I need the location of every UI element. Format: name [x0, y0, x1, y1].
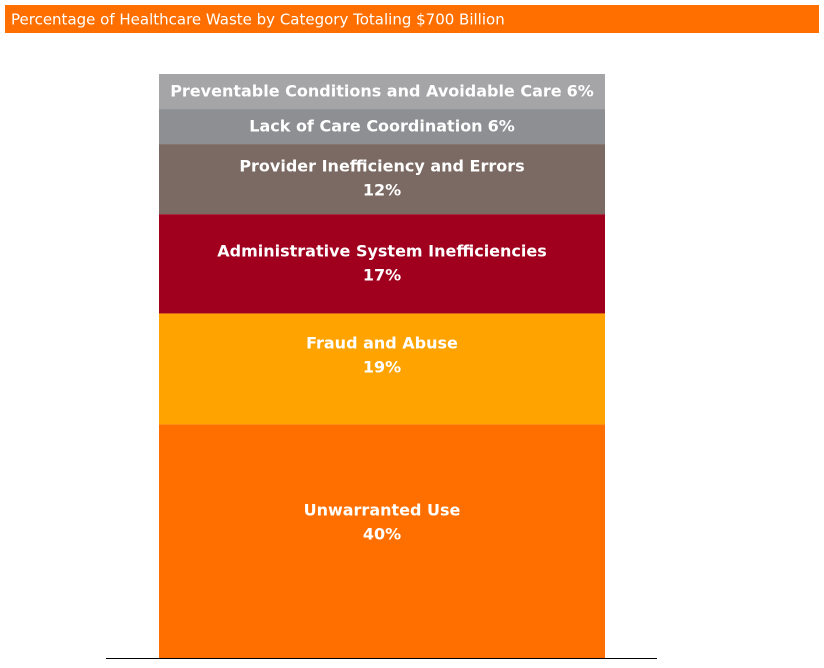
bar-segment — [159, 109, 605, 145]
title-bar — [5, 5, 819, 33]
bar-segment — [159, 214, 605, 314]
bar-segment — [159, 424, 605, 658]
segment-name: Administrative System Inefficiencies — [217, 241, 547, 260]
segment-label: Lack of Care Coordination 6% — [249, 116, 515, 135]
segment-value: 17% — [363, 265, 401, 284]
segment-value: 6% — [488, 116, 515, 135]
segment-name: Unwarranted Use — [304, 501, 461, 520]
segment-value: 19% — [363, 357, 401, 376]
segment-label: Preventable Conditions and Avoidable Car… — [170, 81, 594, 100]
bar-segment — [159, 144, 605, 215]
segment-name: Lack of Care Coordination — [249, 116, 482, 135]
segment-name: Preventable Conditions and Avoidable Car… — [170, 81, 562, 100]
segment-value: 40% — [363, 525, 401, 544]
segment-value: 6% — [567, 81, 594, 100]
bar-segment — [159, 74, 605, 110]
segment-value: 12% — [363, 181, 401, 200]
bar-segment — [159, 313, 605, 425]
segment-name: Provider Inefficiency and Errors — [239, 157, 524, 176]
segment-name: Fraud and Abuse — [306, 333, 458, 352]
chart-title: Percentage of Healthcare Waste by Catego… — [11, 11, 505, 29]
